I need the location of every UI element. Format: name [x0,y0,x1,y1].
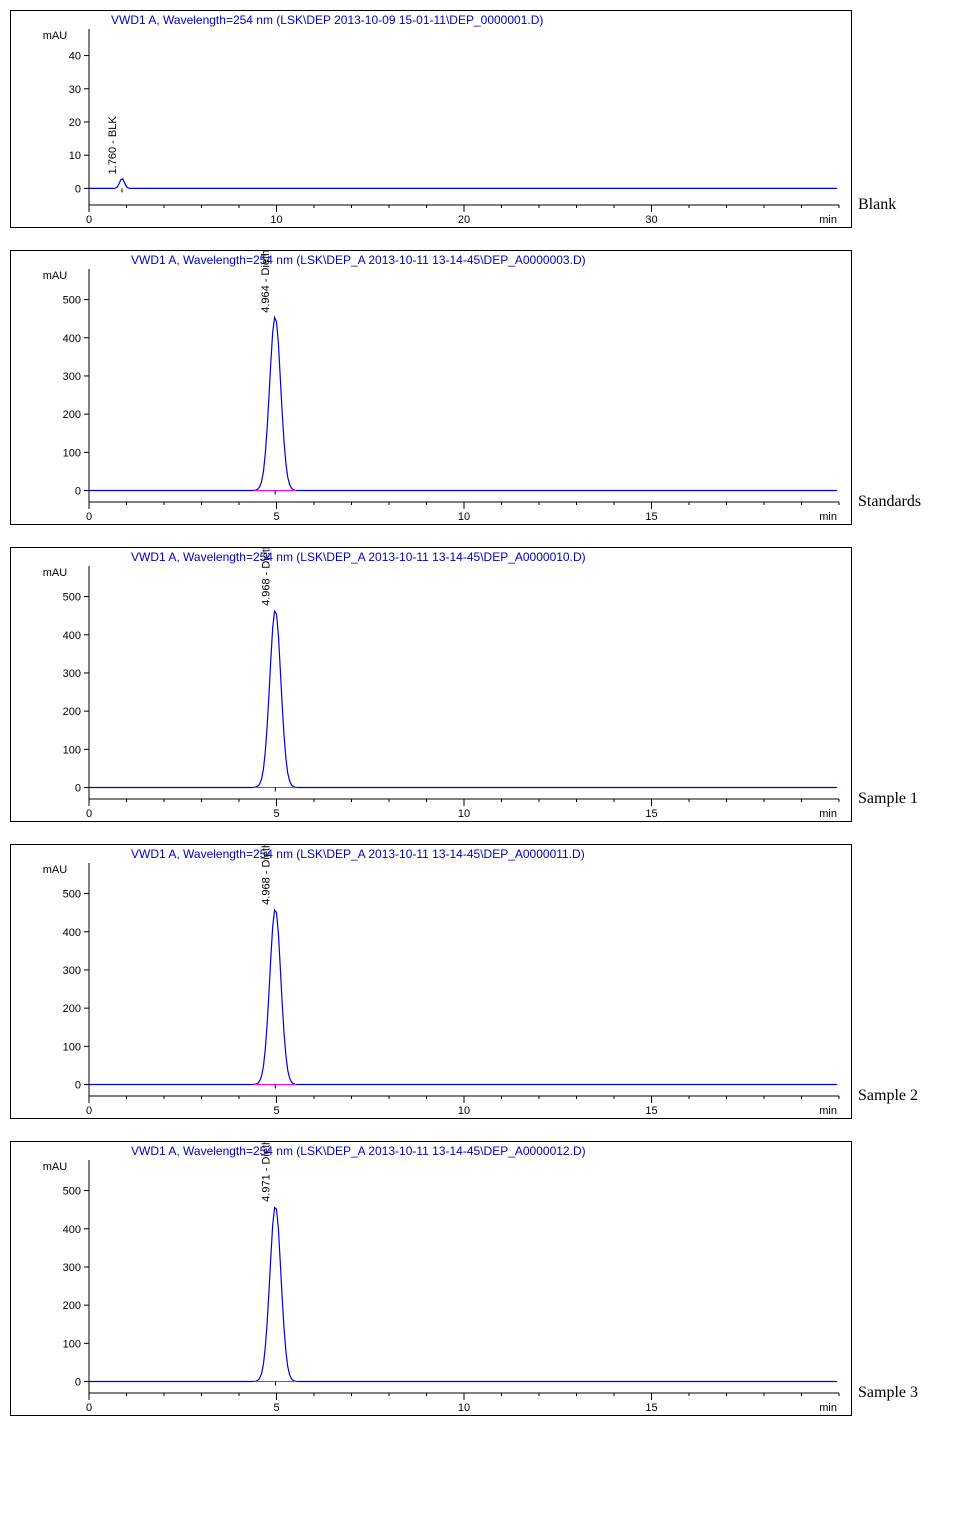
y-tick-label: 0 [75,183,81,195]
y-tick-label: 200 [63,1300,81,1312]
chromatogram-svg: VWD1 A, Wavelength=254 nm (LSK\DEP 2013-… [11,11,851,227]
chromatogram-trace [89,318,837,491]
y-tick-label: 300 [63,965,81,977]
y-tick-label: 0 [75,783,81,795]
y-tick-label: 400 [63,927,81,939]
chromatogram-panel: VWD1 A, Wavelength=254 nm (LSK\DEP 2013-… [10,10,852,228]
x-unit-label: min [819,1105,837,1117]
y-tick-label: 0 [75,486,81,498]
panel-side-label: Sample 1 [858,790,918,808]
y-tick-label: 500 [63,295,81,307]
y-tick-label: 500 [63,889,81,901]
chromatogram-panel: VWD1 A, Wavelength=254 nm (LSK\DEP_A 201… [10,547,852,822]
y-tick-label: 40 [69,51,81,63]
x-tick-label: 15 [645,511,657,523]
x-tick-label: 10 [270,214,282,226]
y-tick-label: 0 [75,1377,81,1389]
y-tick-label: 500 [63,1186,81,1198]
chart-title: VWD1 A, Wavelength=254 nm (LSK\DEP_A 201… [131,847,585,861]
peak-label: 1.760 - BLK [107,116,119,175]
y-tick-label: 0 [75,1080,81,1092]
x-tick-label: 0 [86,1105,92,1117]
y-tick-label: 400 [63,630,81,642]
panel-side-label: Blank [858,196,896,214]
x-tick-label: 0 [86,214,92,226]
chromatogram-row-standards: VWD1 A, Wavelength=254 nm (LSK\DEP_A 201… [10,250,956,525]
peak-label: 4.971 - Diethylpropion HCl [260,1142,272,1202]
y-tick-label: 200 [63,1003,81,1015]
y-tick-label: 300 [63,1262,81,1274]
x-unit-label: min [819,808,837,820]
x-tick-label: 10 [458,808,470,820]
chromatogram-svg: VWD1 A, Wavelength=254 nm (LSK\DEP_A 201… [11,845,851,1118]
chromatogram-trace [89,910,837,1084]
y-tick-label: 10 [69,150,81,162]
y-tick-label: 500 [63,592,81,604]
y-tick-label: 400 [63,333,81,345]
peak-label: 4.964 - Diethylpropion HCl [260,251,272,313]
x-tick-label: 10 [458,1105,470,1117]
x-tick-label: 0 [86,511,92,523]
y-unit-label: mAU [43,270,68,282]
chromatogram-panel: VWD1 A, Wavelength=254 nm (LSK\DEP_A 201… [10,250,852,525]
panel-side-label: Sample 3 [858,1384,918,1402]
x-tick-label: 20 [458,214,470,226]
y-tick-label: 200 [63,409,81,421]
y-tick-label: 300 [63,668,81,680]
x-tick-label: 5 [273,511,279,523]
x-tick-label: 5 [273,1402,279,1414]
chromatogram-svg: VWD1 A, Wavelength=254 nm (LSK\DEP_A 201… [11,548,851,821]
chromatogram-trace [89,1208,837,1382]
y-tick-label: 20 [69,117,81,129]
x-tick-label: 15 [645,808,657,820]
x-tick-label: 5 [273,808,279,820]
chromatogram-row-sample2: VWD1 A, Wavelength=254 nm (LSK\DEP_A 201… [10,844,956,1119]
chart-title: VWD1 A, Wavelength=254 nm (LSK\DEP_A 201… [131,550,586,564]
panel-side-label: Sample 2 [858,1087,918,1105]
chart-title: VWD1 A, Wavelength=254 nm (LSK\DEP 2013-… [111,13,543,27]
y-tick-label: 200 [63,706,81,718]
x-tick-label: 10 [458,511,470,523]
y-unit-label: mAU [43,1161,68,1173]
peak-label: 4.968 - Diethylpropion HCl [260,845,272,905]
x-unit-label: min [819,511,837,523]
chromatogram-panel: VWD1 A, Wavelength=254 nm (LSK\DEP_A 201… [10,1141,852,1416]
y-unit-label: mAU [43,567,68,579]
x-tick-label: 15 [645,1402,657,1414]
y-tick-label: 100 [63,1041,81,1053]
peak-label: 4.968 - Diethylpropion HCl [260,548,272,606]
x-tick-label: 15 [645,1105,657,1117]
chromatogram-svg: VWD1 A, Wavelength=254 nm (LSK\DEP_A 201… [11,251,851,524]
x-unit-label: min [819,1402,837,1414]
chromatogram-trace [89,179,837,189]
y-tick-label: 400 [63,1224,81,1236]
x-tick-label: 5 [273,1105,279,1117]
y-tick-label: 30 [69,84,81,96]
y-tick-label: 300 [63,371,81,383]
chromatogram-trace [89,611,837,787]
x-tick-label: 0 [86,808,92,820]
x-tick-label: 30 [645,214,657,226]
chromatogram-row-blank: VWD1 A, Wavelength=254 nm (LSK\DEP 2013-… [10,10,956,228]
y-unit-label: mAU [43,864,68,876]
chart-title: VWD1 A, Wavelength=254 nm (LSK\DEP_A 201… [131,253,586,267]
chromatogram-row-sample1: VWD1 A, Wavelength=254 nm (LSK\DEP_A 201… [10,547,956,822]
y-tick-label: 100 [63,744,81,756]
chromatogram-stack: VWD1 A, Wavelength=254 nm (LSK\DEP 2013-… [10,10,956,1416]
chart-title: VWD1 A, Wavelength=254 nm (LSK\DEP_A 201… [131,1144,586,1158]
x-tick-label: 0 [86,1402,92,1414]
chromatogram-row-sample3: VWD1 A, Wavelength=254 nm (LSK\DEP_A 201… [10,1141,956,1416]
panel-side-label: Standards [858,493,921,511]
y-unit-label: mAU [43,30,68,42]
chromatogram-svg: VWD1 A, Wavelength=254 nm (LSK\DEP_A 201… [11,1142,851,1415]
y-tick-label: 100 [63,447,81,459]
chromatogram-panel: VWD1 A, Wavelength=254 nm (LSK\DEP_A 201… [10,844,852,1119]
x-tick-label: 10 [458,1402,470,1414]
x-unit-label: min [819,214,837,226]
y-tick-label: 100 [63,1338,81,1350]
